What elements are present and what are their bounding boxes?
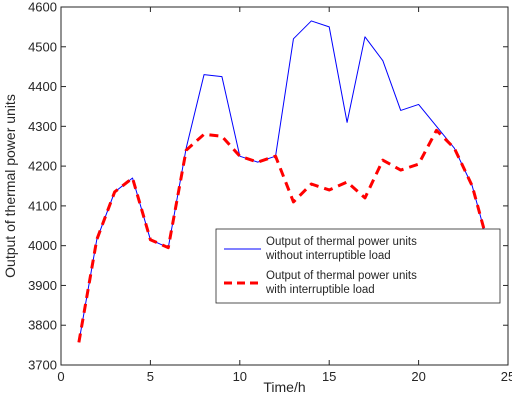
x-axis-label: Time/h xyxy=(263,379,305,395)
x-tick-label-5: 5 xyxy=(147,369,154,384)
y-tick-label-3700: 3700 xyxy=(28,358,57,373)
x-tick-label-10: 10 xyxy=(233,369,247,384)
y-tick-label-4000: 4000 xyxy=(28,238,57,253)
legend-box xyxy=(215,228,501,304)
plot-area xyxy=(61,7,508,365)
series-line-with-interruptible-load xyxy=(77,128,492,343)
y-tick-label-4600: 4600 xyxy=(28,0,57,15)
y-tick-label-4500: 4500 xyxy=(28,39,57,54)
legend-label-with-line-1: Output of thermal power units xyxy=(266,270,417,282)
y-tick-label-4200: 4200 xyxy=(28,159,57,174)
legend-label-without-line-2: without interruptible load xyxy=(265,250,391,262)
legend-label-without-line-1: Output of thermal power units xyxy=(266,236,417,248)
x-tick-label-15: 15 xyxy=(322,369,336,384)
y-tick-label-4300: 4300 xyxy=(28,119,57,134)
x-tick-label-20: 20 xyxy=(411,369,425,384)
plot-frame xyxy=(60,6,509,366)
legend-label-with-interruptible-load: Output of thermal power units with inter… xyxy=(265,270,420,296)
series-layer xyxy=(77,20,492,343)
y-tick-label-4100: 4100 xyxy=(28,198,57,213)
x-tick-label-0: 0 xyxy=(57,369,64,384)
x-axis-ticks: 0 5 10 15 20 25 xyxy=(57,7,512,384)
legend-label-without-interruptible-load: Output of thermal power units without in… xyxy=(265,236,420,262)
y-tick-label-3900: 3900 xyxy=(28,278,57,293)
legend-label-with-line-2: with interruptible load xyxy=(265,284,375,296)
legend: Output of thermal power units without in… xyxy=(215,228,501,304)
y-tick-label-3800: 3800 xyxy=(28,318,57,333)
x-tick-label-25: 25 xyxy=(501,369,512,384)
y-axis-label: Output of thermal power units xyxy=(2,94,18,278)
y-tick-label-4400: 4400 xyxy=(28,79,57,94)
y-axis-ticks: 3700 3800 3900 4000 4100 4200 4300 4400 4500 4600 xyxy=(28,0,508,373)
